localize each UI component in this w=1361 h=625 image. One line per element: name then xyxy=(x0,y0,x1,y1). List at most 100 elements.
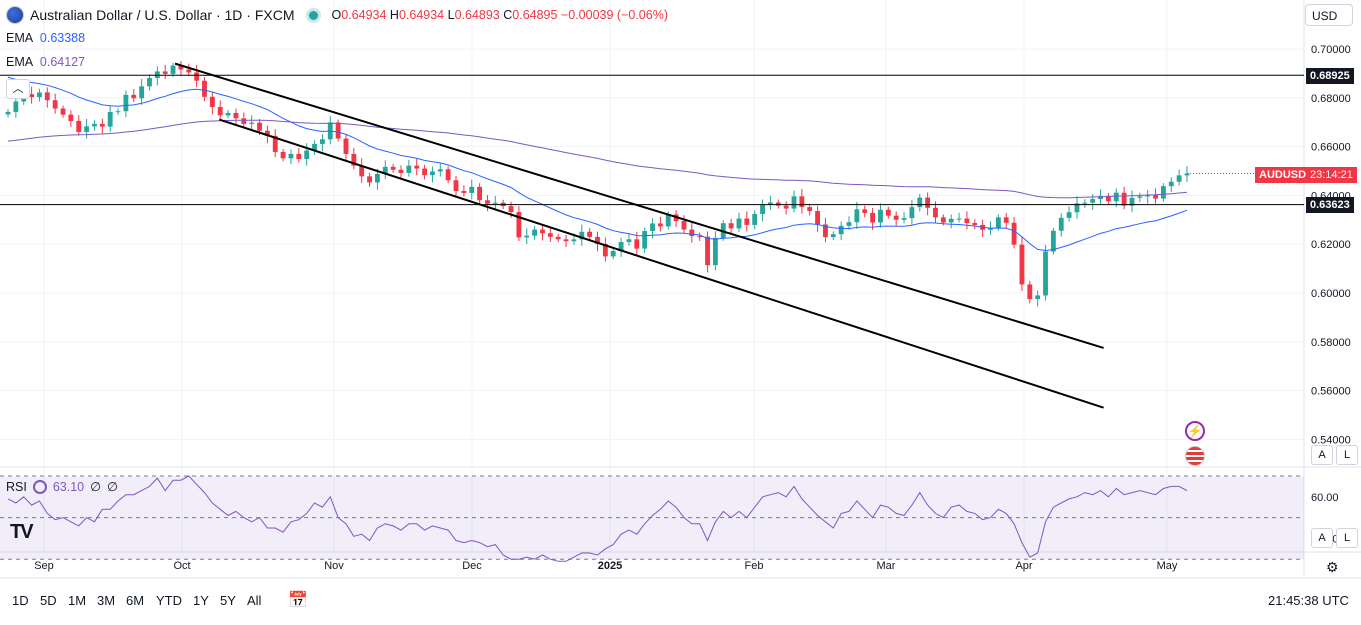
candle xyxy=(139,79,145,105)
x-tick-label: Nov xyxy=(324,560,344,572)
x-tick-label: Mar xyxy=(877,560,896,572)
candle xyxy=(477,183,483,205)
candle xyxy=(752,210,758,230)
candle xyxy=(579,224,585,246)
candle xyxy=(154,66,160,86)
chart-settings-icon[interactable]: ⚙ xyxy=(1326,559,1339,575)
candle xyxy=(697,232,703,242)
range-1d[interactable]: 1D xyxy=(12,593,29,608)
ema-fast-line xyxy=(7,76,1188,252)
x-tick-label: Apr xyxy=(1015,560,1032,572)
calendar-icon[interactable]: 📅 xyxy=(288,592,308,609)
candle xyxy=(92,120,97,131)
candle-body xyxy=(139,86,145,99)
candle-body xyxy=(1074,203,1080,213)
candle-body xyxy=(233,112,239,119)
candle-body xyxy=(115,111,121,113)
candle-body xyxy=(642,231,648,249)
candle xyxy=(1184,166,1190,182)
collapse-legend-button[interactable]: ︿ xyxy=(6,79,30,99)
ema-slow-legend[interactable]: EMA 0.64127 xyxy=(6,55,85,69)
candle xyxy=(422,164,428,180)
candle xyxy=(437,162,443,177)
rsi-settings-icon[interactable] xyxy=(32,479,47,494)
candle-body xyxy=(84,126,90,132)
candle-body xyxy=(351,153,357,166)
candle-body xyxy=(390,166,396,170)
open-value: 0.64934 xyxy=(341,8,387,22)
range-all[interactable]: All xyxy=(247,593,262,608)
candle-body xyxy=(964,218,970,223)
candle-body xyxy=(1153,194,1158,199)
candle-body xyxy=(453,180,459,192)
currency-selector[interactable]: USD xyxy=(1305,4,1353,26)
us-event-flag-icon[interactable] xyxy=(1185,446,1205,466)
candle-body xyxy=(712,237,718,266)
candle-body xyxy=(799,196,805,208)
log-scale-button[interactable]: L xyxy=(1336,445,1358,465)
candle-body xyxy=(1043,251,1048,296)
symbol-title[interactable]: Australian Dollar / U.S. Dollar · 1D · F… xyxy=(30,7,295,23)
candle-body xyxy=(52,100,58,109)
low-label: L xyxy=(447,8,455,22)
candle-body xyxy=(1082,202,1088,204)
candle xyxy=(610,248,616,260)
candle-body xyxy=(217,107,223,116)
candle-body xyxy=(288,153,294,159)
candle-body xyxy=(1050,230,1056,252)
candle xyxy=(13,97,19,118)
range-ytd[interactable]: YTD xyxy=(156,593,182,608)
range-6m[interactable]: 6M xyxy=(126,593,145,608)
range-1m[interactable]: 1M xyxy=(68,593,87,608)
candle xyxy=(178,61,184,76)
range-5d[interactable]: 5D xyxy=(40,593,57,608)
candle-body xyxy=(249,122,255,124)
candle-body xyxy=(477,186,483,201)
ema-fast-legend[interactable]: EMA 0.63388 xyxy=(6,31,85,45)
candle-body xyxy=(422,168,428,176)
candle-body xyxy=(933,207,938,218)
candle-body xyxy=(68,114,74,121)
candle-body xyxy=(469,186,475,193)
rsi-log-scale-button[interactable]: L xyxy=(1336,528,1358,548)
rsi-legend[interactable]: RSI 63.10 ∅ ∅ xyxy=(6,479,118,494)
candle xyxy=(642,227,648,253)
candle xyxy=(799,189,805,214)
candle-body xyxy=(186,69,192,73)
range-5y[interactable]: 5Y xyxy=(220,593,236,608)
range-1y[interactable]: 1Y xyxy=(193,593,209,608)
candle-body xyxy=(823,224,828,238)
candle xyxy=(925,192,931,216)
candle xyxy=(29,86,35,104)
candle-body xyxy=(878,209,883,223)
candle xyxy=(854,201,860,229)
y-axis-labels: 0.700000.680000.660000.640000.620000.600… xyxy=(1311,44,1351,446)
candle xyxy=(1105,192,1111,205)
candle-body xyxy=(657,223,663,227)
candle xyxy=(398,165,404,179)
candle-body xyxy=(956,218,962,220)
candle-body xyxy=(563,239,569,242)
range-3m[interactable]: 3M xyxy=(97,593,116,608)
candle-body xyxy=(697,236,703,238)
rsi-auto-scale-button[interactable]: A xyxy=(1311,528,1333,548)
y-tick-label: 0.66000 xyxy=(1311,142,1351,154)
lightning-icon[interactable]: ⚡ xyxy=(1185,421,1205,441)
candle-body xyxy=(343,138,349,154)
market-status-icon xyxy=(308,10,318,20)
auto-scale-button[interactable]: A xyxy=(1311,445,1333,465)
clock[interactable]: 21:45:38 UTC xyxy=(1268,593,1349,608)
candle xyxy=(280,149,286,162)
candle-body xyxy=(508,206,514,212)
candle-body xyxy=(1035,295,1041,300)
candle xyxy=(862,205,868,218)
candle-body xyxy=(492,202,498,204)
candle-body xyxy=(595,236,600,244)
tradingview-logo[interactable]: TV xyxy=(10,521,34,543)
candle xyxy=(1074,196,1080,219)
candle xyxy=(830,231,836,241)
candle xyxy=(225,110,231,119)
candle xyxy=(304,143,310,166)
y-tick-label: 0.70000 xyxy=(1311,44,1351,56)
